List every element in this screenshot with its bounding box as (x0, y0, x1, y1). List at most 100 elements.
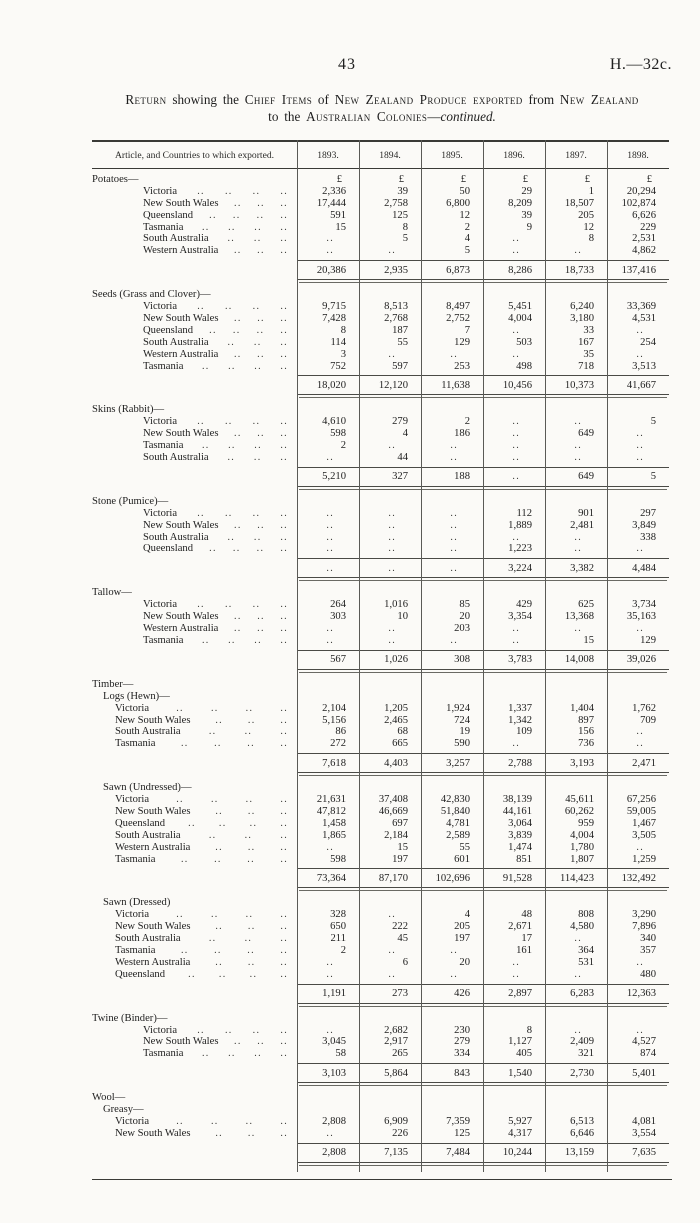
country-row: Victoria.............. 112 901 297 (92, 508, 669, 520)
value-cell: 697 (392, 817, 408, 829)
leader-dots: .. (280, 221, 289, 233)
value-cell: 226 (392, 1127, 408, 1139)
country-name: New South Wales (143, 428, 219, 440)
country-name: Victoria (115, 1115, 150, 1127)
value-cell: 665 (392, 738, 408, 750)
leader-dots: .. (210, 794, 219, 806)
country-label-cell: New South Wales...... (92, 198, 297, 210)
value-cell: 649 (578, 428, 594, 440)
country-name: Victoria (143, 1024, 178, 1036)
value-cell: 7,359 (446, 1115, 470, 1127)
currency-symbol: £ (584, 174, 590, 185)
leader-dots: .. (280, 360, 289, 372)
empty-value-cell: .. (388, 519, 396, 531)
table-bottom-rule (92, 1172, 672, 1180)
value-cell: 33 (583, 324, 594, 336)
leader-dots: .. (215, 921, 223, 933)
section-title-row: Twine (Binder)— (92, 1013, 669, 1025)
country-label-cell: Western Australia...... (92, 349, 297, 361)
leader-dots: .. (257, 313, 265, 325)
leader-dots: .. (245, 794, 254, 806)
leader-dots: .. (254, 440, 262, 452)
value-cell: 1,404 (570, 702, 594, 714)
value-cell: 3,505 (632, 829, 656, 841)
country-name: South Australia (115, 933, 181, 945)
leader-dots: .. (210, 702, 219, 714)
leader-dots: .. (215, 805, 223, 817)
country-name: Victoria (143, 301, 178, 313)
country-name: Victoria (115, 909, 150, 921)
value-cell: 44,161 (502, 805, 532, 817)
country-row: Queensland.............. 1,223.... (92, 543, 669, 555)
country-label-cell: Tasmania........ (92, 361, 297, 373)
leader-dots: .. (280, 416, 289, 428)
value-cell: 2,481 (570, 519, 594, 531)
country-name: Queensland (143, 324, 194, 336)
value-cell: 3,290 (632, 909, 656, 921)
total-empty-cell: .. (388, 562, 396, 574)
value-cell: 2,808 (322, 1115, 346, 1127)
country-row: Queensland.................. 480 (92, 969, 669, 981)
total-value-cell: 649 (578, 471, 594, 483)
country-row: New South Wales...... 650 222 205 2,671 4,580… (92, 921, 669, 933)
total-value-cell: 73,364 (316, 872, 346, 884)
leader-dots: .. (280, 336, 288, 348)
value-cell: 625 (578, 599, 594, 611)
value-cell: 264 (330, 599, 346, 611)
total-value-cell: 7,484 (446, 1147, 470, 1159)
country-row: South Australia........ 44........ (92, 452, 669, 464)
total-value-cell: 308 (454, 654, 470, 666)
country-name: New South Wales (115, 714, 191, 726)
value-cell: 2,768 (384, 313, 408, 325)
total-row: 2,808 7,135 7,484 10,244 13,159 7,635 (92, 1142, 669, 1166)
section-title-row: Potatoes— £ £ £ £ £ £ (92, 174, 669, 186)
country-row: Queensland........ 1,458 697 4,781 3,064 959 1… (92, 818, 669, 830)
country-label-cell: South Australia...... (92, 933, 297, 945)
country-name: Western Australia (115, 956, 191, 968)
country-row: South Australia...... 211 45 197 17.. 340 (92, 933, 669, 945)
country-label-cell: Victoria........ (92, 703, 297, 715)
value-cell: 102,874 (621, 197, 656, 209)
country-label-cell: Victoria........ (92, 186, 297, 198)
total-value-cell: 13,159 (564, 1147, 594, 1159)
value-cell: 8 (340, 324, 346, 336)
value-cell: 709 (640, 714, 656, 726)
value-cell: 2,104 (322, 702, 346, 714)
value-cell: 5,927 (508, 1115, 532, 1127)
empty-value-cell: .. (636, 1024, 644, 1036)
country-name: Victoria (143, 185, 178, 197)
value-cell: 45 (397, 933, 408, 945)
country-name: South Australia (143, 233, 209, 245)
empty-value-cell: .. (326, 245, 334, 257)
value-cell: 7 (464, 324, 470, 336)
total-value-cell: 3,103 (322, 1067, 346, 1079)
total-row: 73,364 87,170 102,696 91,528 114,423 132,492 (92, 868, 669, 892)
value-cell: 20 (459, 611, 470, 623)
currency-symbol: £ (336, 174, 342, 185)
country-label-cell: Western Australia...... (92, 623, 297, 635)
value-cell: 1,259 (632, 853, 656, 865)
leader-dots: .. (280, 313, 288, 325)
value-cell: 6,626 (632, 209, 656, 221)
leader-dots: .. (209, 543, 217, 555)
total-row: 5,210 327 188.. 649 5 (92, 466, 669, 490)
value-cell: 2,531 (632, 233, 656, 245)
value-cell: 167 (578, 336, 594, 348)
value-cell: 4 (464, 233, 470, 245)
value-cell: 2,682 (384, 1024, 408, 1036)
empty-value-cell: .. (512, 452, 520, 464)
value-cell: 55 (459, 841, 470, 853)
leader-dots: .. (197, 416, 205, 428)
leader-dots: .. (252, 185, 261, 197)
total-value-cell: 12,120 (378, 379, 408, 391)
total-value-cell: 7,135 (384, 1147, 408, 1159)
leader-dots: .. (232, 324, 241, 336)
country-row: Western Australia........ 15 55 1,474 1,780.… (92, 842, 669, 854)
title-segment: Australian Colonies (306, 108, 428, 124)
section-title-row: Skins (Rabbit)— (92, 404, 669, 416)
value-cell: 4,004 (508, 313, 532, 325)
country-row: Victoria........ 21,631 37,408 42,830 38,139… (92, 794, 669, 806)
total-value-cell: 3,382 (570, 562, 594, 574)
value-cell: 29 (521, 185, 532, 197)
empty-value-cell: .. (326, 1024, 334, 1036)
